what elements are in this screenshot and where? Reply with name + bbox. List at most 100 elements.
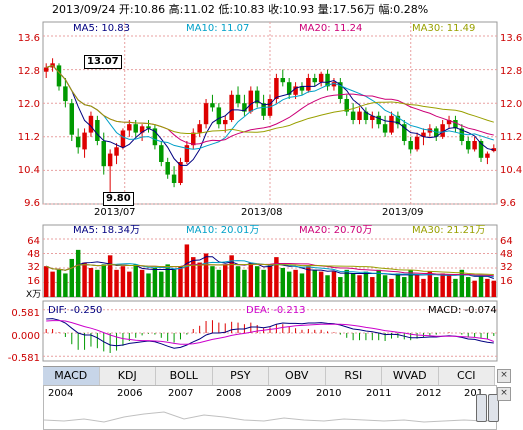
range-handle-right[interactable] — [488, 394, 499, 422]
volume-bar — [280, 268, 286, 297]
ma10-line — [46, 64, 494, 150]
candle-body — [453, 120, 458, 129]
vol-ma5-legend: MA5: 18.34万 — [73, 225, 141, 236]
price-ytick-right: 9.6 — [500, 198, 516, 209]
volume-bar — [229, 255, 234, 297]
volume-bar — [427, 271, 433, 297]
candle-body — [331, 82, 337, 87]
macd-frame — [42, 300, 498, 362]
vol-ytick-left: 32 — [27, 262, 40, 273]
high-label: 高: — [168, 3, 184, 16]
volume-bar — [370, 277, 375, 297]
tab-psy[interactable]: PSY — [213, 367, 269, 385]
quote-header: 2013/09/24 开:10.86 高:11.02 低:10.83 收:10.… — [52, 4, 428, 16]
candle-body — [184, 145, 190, 162]
price-ytick-left: 12.8 — [17, 66, 40, 77]
candle-body — [216, 107, 222, 125]
tab-rsi[interactable]: RSI — [326, 367, 382, 385]
range-handle-left[interactable] — [476, 394, 487, 422]
tab-macd[interactable]: MACD — [43, 367, 100, 385]
stock-chart — [42, 21, 498, 362]
candle-body — [152, 128, 158, 146]
volume-bar — [299, 273, 305, 297]
macd-ytick: 0.581 — [11, 308, 40, 319]
candle-body — [171, 174, 177, 183]
candle-body — [88, 115, 94, 133]
vol-ma30-legend: MA30: 21.21万 — [412, 225, 486, 236]
volume-bar — [363, 271, 369, 297]
price-ma-lines — [46, 64, 494, 166]
volume-bar — [50, 271, 55, 297]
price-ma5-legend: MA5: 10.83 — [73, 23, 131, 34]
volume-bar — [56, 269, 62, 297]
volume-bar — [293, 269, 298, 297]
candle-body — [139, 126, 145, 133]
volume-bar — [165, 264, 170, 297]
nav-year: 2010 — [316, 388, 342, 399]
price-ytick-left: 13.6 — [17, 33, 40, 44]
macd-dea-legend: DEA: -0.213 — [246, 305, 306, 316]
volume-bar — [223, 264, 228, 297]
low-value: 10.83 — [233, 3, 265, 16]
tab-cci[interactable]: CCI — [439, 367, 495, 385]
volume-bar — [248, 262, 254, 297]
volume-bar — [446, 275, 452, 297]
candle-body — [229, 94, 234, 120]
candle-body — [63, 86, 68, 102]
volume-bar — [306, 266, 311, 297]
candle-body — [459, 128, 465, 141]
vol-ytick-right: 32 — [500, 262, 513, 273]
nav-close-icon[interactable]: × — [497, 387, 511, 401]
volume-bar — [331, 271, 337, 297]
vol-ytick-left: 48 — [27, 249, 40, 260]
candle-body — [197, 124, 202, 133]
price-ytick-left: 10.4 — [17, 165, 40, 176]
tab-boll[interactable]: BOLL — [156, 367, 213, 385]
price-xtick: 2013/07 — [94, 207, 136, 218]
volume-bar — [82, 262, 87, 297]
candle-body — [178, 162, 183, 183]
volume-bar — [286, 271, 292, 297]
candle-body — [165, 162, 170, 175]
candle-body — [414, 136, 420, 150]
volume-ma30-line — [46, 263, 494, 276]
candle-body — [223, 120, 228, 125]
price-ytick-left: 9.6 — [24, 198, 40, 209]
volume-bar — [465, 277, 471, 297]
indicator-tabs: MACD KDJ BOLL PSY OBV RSI WVAD CCI — [43, 366, 495, 386]
candle-body — [274, 78, 279, 99]
candle-body — [318, 73, 324, 83]
timeline-navigator[interactable]: 2004 2006 2007 2008 2009 2010 2011 2012 … — [43, 385, 499, 430]
ma5-line — [46, 64, 494, 166]
candle-body — [299, 86, 305, 91]
candle-body — [82, 132, 87, 150]
low-label: 低: — [218, 3, 234, 16]
price-ytick-left: 12.0 — [17, 99, 40, 110]
volume-bar — [159, 271, 164, 297]
price-grid — [42, 21, 498, 205]
vol-ytick-right: 16 — [500, 276, 513, 287]
volume-bar — [203, 253, 209, 297]
tab-wvad[interactable]: WVAD — [382, 367, 439, 385]
close-icon[interactable]: × — [497, 369, 511, 383]
candle-body — [376, 115, 381, 125]
candle-body — [325, 73, 330, 87]
volume-unit: X万 — [26, 290, 42, 300]
candle-body — [43, 67, 49, 72]
nav-year: 201 — [464, 388, 484, 399]
candle-body — [114, 147, 119, 156]
candle-body — [395, 115, 401, 125]
price-ma10-legend: MA10: 11.07 — [186, 23, 250, 34]
tab-kdj[interactable]: KDJ — [100, 367, 156, 385]
candle-body — [75, 136, 81, 148]
candle-body — [338, 82, 343, 99]
candle-body — [261, 103, 266, 116]
candle-body — [402, 124, 407, 141]
tab-obv[interactable]: OBV — [269, 367, 326, 385]
volume-bar — [395, 273, 401, 297]
vol-ytick-left: 16 — [27, 276, 40, 287]
dea-line — [46, 320, 494, 345]
low-callout: 9.80 — [103, 192, 134, 206]
candle-body — [363, 111, 369, 120]
candle-body — [127, 124, 132, 131]
